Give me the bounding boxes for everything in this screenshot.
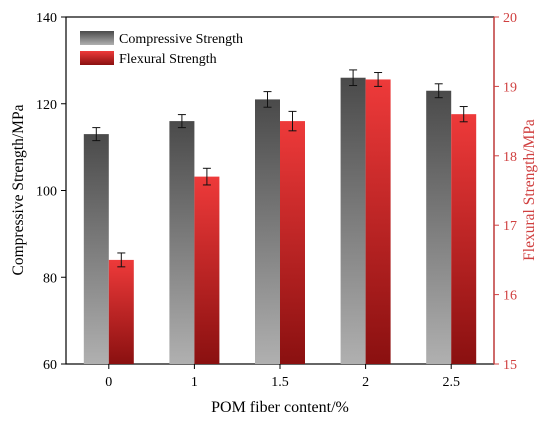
x-tick-label-0: 0	[105, 375, 112, 390]
ticks-layer: 0 1 1.5 2 2.5 60 80 100 120 140 15 16 17 18 19 20	[36, 11, 517, 390]
y-right-tick-label-3: 18	[503, 150, 517, 165]
error-bar-flexural-3	[374, 72, 383, 87]
y-right-tick-label-0: 15	[503, 358, 517, 373]
legend-label-flexural: Flexural Strength	[119, 52, 217, 67]
y-left-tick-label-4: 140	[36, 11, 57, 26]
y-right-tick-label-2: 17	[503, 219, 517, 234]
x-tick-label-4: 2.5	[442, 375, 460, 390]
error-bar-compressive-2	[263, 91, 272, 108]
error-bar-compressive-4	[434, 83, 443, 99]
bar-compressive-1	[169, 121, 195, 364]
error-bar-compressive-0	[92, 127, 101, 142]
y-left-tick-label-3: 120	[36, 98, 57, 113]
bar-flexural-2	[280, 121, 305, 364]
error-bar-flexural-1	[202, 167, 211, 186]
legend-swatch-flexural	[80, 51, 114, 65]
bar-compressive-2	[255, 99, 280, 364]
error-bar-compressive-3	[349, 69, 358, 87]
legend-swatch-compressive	[80, 31, 114, 45]
error-bar-flexural-0	[117, 252, 126, 268]
y-left-tick-label-0: 60	[43, 358, 57, 373]
error-bar-compressive-1	[177, 114, 186, 129]
y-right-tick-label-4: 19	[503, 80, 517, 95]
error-bar-flexural-2	[288, 110, 297, 132]
bar-flexural-1	[194, 176, 220, 364]
y-right-tick-label-1: 16	[503, 289, 517, 304]
x-tick-label-2: 1.5	[271, 375, 289, 390]
x-tick-label-1: 1	[191, 375, 198, 390]
y-left-tick-label-1: 80	[43, 271, 57, 286]
bar-compressive-0	[83, 134, 109, 364]
y-left-axis-title: Compressive Strength/MPa	[10, 104, 27, 275]
bars-layer	[83, 69, 477, 365]
x-axis-title: POM fiber content/%	[211, 399, 349, 416]
bar-compressive-4	[426, 90, 452, 365]
bar-flexural-0	[108, 259, 134, 364]
y-right-tick-label-5: 20	[503, 11, 517, 26]
bar-flexural-3	[365, 79, 391, 365]
legend: Compressive Strength Flexural Strength	[80, 31, 243, 67]
error-bar-flexural-4	[459, 106, 468, 123]
bar-flexural-4	[451, 114, 477, 364]
x-tick-label-3: 2	[362, 375, 369, 390]
y-left-tick-label-2: 100	[36, 185, 57, 200]
y-right-axis-title: Flexural Strength/MPa	[521, 119, 538, 261]
legend-label-compressive: Compressive Strength	[119, 32, 243, 47]
bar-compressive-3	[340, 77, 366, 364]
